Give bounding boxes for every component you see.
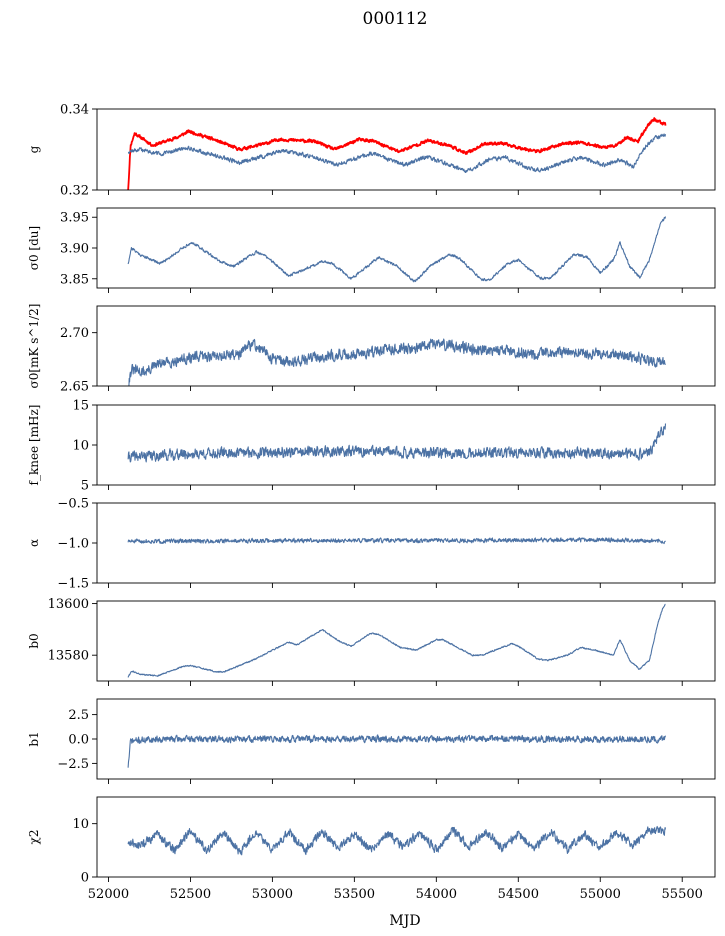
series-line-chi2-0 [127,825,667,856]
x-tick-label-0: 52000 [88,887,129,902]
y-tick-label-sigma0_mK-0: 2.65 [60,380,89,395]
x-tick-label-7: 55500 [662,887,703,902]
panels: 0.32 0.34 g 3.85 3.90 3.95 σ0 [du] 2.65 2.70 σ0[m… [27,103,716,902]
panel-sigma0_mK: 2.65 2.70 σ0[mK s^1/2] [27,304,716,395]
axes-frame-fknee [96,404,716,486]
y-tick-label-fknee-2: 15 [72,399,89,414]
axes-frame-g [96,108,716,191]
panel-g: 0.32 0.34 g [27,103,716,199]
series-line-g-0 [127,117,667,190]
y-tick-label-alpha-2: −0.5 [57,497,89,512]
panel-sigma0_du: 3.85 3.90 3.95 σ0 [du] [27,207,716,293]
axes-frame-chi2 [96,796,716,878]
x-tick-label-4: 54000 [416,887,457,902]
y-tick-label-fknee-0: 5 [81,479,89,494]
axes-frame-b0 [96,600,716,682]
y-tick-label-b1-1: 0.0 [68,733,89,748]
y-axis-label-b0: b0 [27,633,41,648]
x-tick-label-6: 55000 [580,887,621,902]
figure-title: 000112 [363,9,428,29]
y-tick-label-sigma0_mK-1: 2.70 [60,326,89,341]
panel-b1: −2.5 0.0 2.5 b1 [27,698,716,784]
y-axis-label-b1: b1 [27,731,41,746]
axes-frame-alpha [96,502,716,584]
y-tick-label-sigma0_du-2: 3.95 [60,211,89,226]
series-line-b1-0 [127,734,667,768]
series-line-alpha-0 [127,537,666,545]
y-tick-label-sigma0_du-1: 3.90 [60,242,89,257]
y-axis-label-g: g [27,145,41,153]
y-axis-label-alpha: α [27,539,41,547]
y-axis-label-chi2: χ2 [27,830,41,845]
y-axis-label-sigma0_du: σ0 [du] [27,226,41,270]
panel-fknee: 5 10 15 f_knee [mHz] [27,399,716,494]
y-tick-label-alpha-0: −1.5 [57,577,89,592]
series-line-sigma0_mK-0 [128,338,666,386]
series-line-fknee-0 [127,423,667,463]
panel-chi2: 0 10 χ2 [27,796,716,886]
series-line-sigma0_du-0 [127,216,667,283]
x-tick-label-5: 54500 [498,887,539,902]
x-tick-label-2: 53000 [252,887,293,902]
y-tick-label-chi2-1: 10 [72,817,89,832]
panel-alpha: −1.5 −1.0 −0.5 α [27,497,716,592]
y-tick-label-b1-0: −2.5 [57,757,89,772]
y-tick-label-g-1: 0.34 [60,103,89,118]
y-tick-label-alpha-1: −1.0 [57,537,89,552]
y-tick-label-fknee-1: 10 [72,439,89,454]
y-tick-label-g-0: 0.32 [60,184,89,199]
x-tick-label-3: 53500 [334,887,375,902]
y-tick-label-b0-0: 13580 [48,649,89,664]
y-tick-label-sigma0_du-0: 3.85 [60,272,89,287]
series-line-g-1 [127,133,667,174]
x-axis-label: MJD [389,913,420,929]
y-tick-label-b0-1: 13600 [48,597,89,612]
y-axis-label-sigma0_mK: σ0[mK s^1/2] [27,304,41,389]
x-tick-label-1: 52500 [170,887,211,902]
panel-b0: 13580 13600 b0 [27,597,716,686]
y-axis-label-fknee: f_knee [mHz] [27,405,41,486]
axes-frame-sigma0_mK [96,305,716,387]
series-line-b0-0 [127,603,666,678]
y-tick-label-chi2-0: 0 [81,871,89,886]
y-tick-label-b1-2: 2.5 [68,708,89,723]
